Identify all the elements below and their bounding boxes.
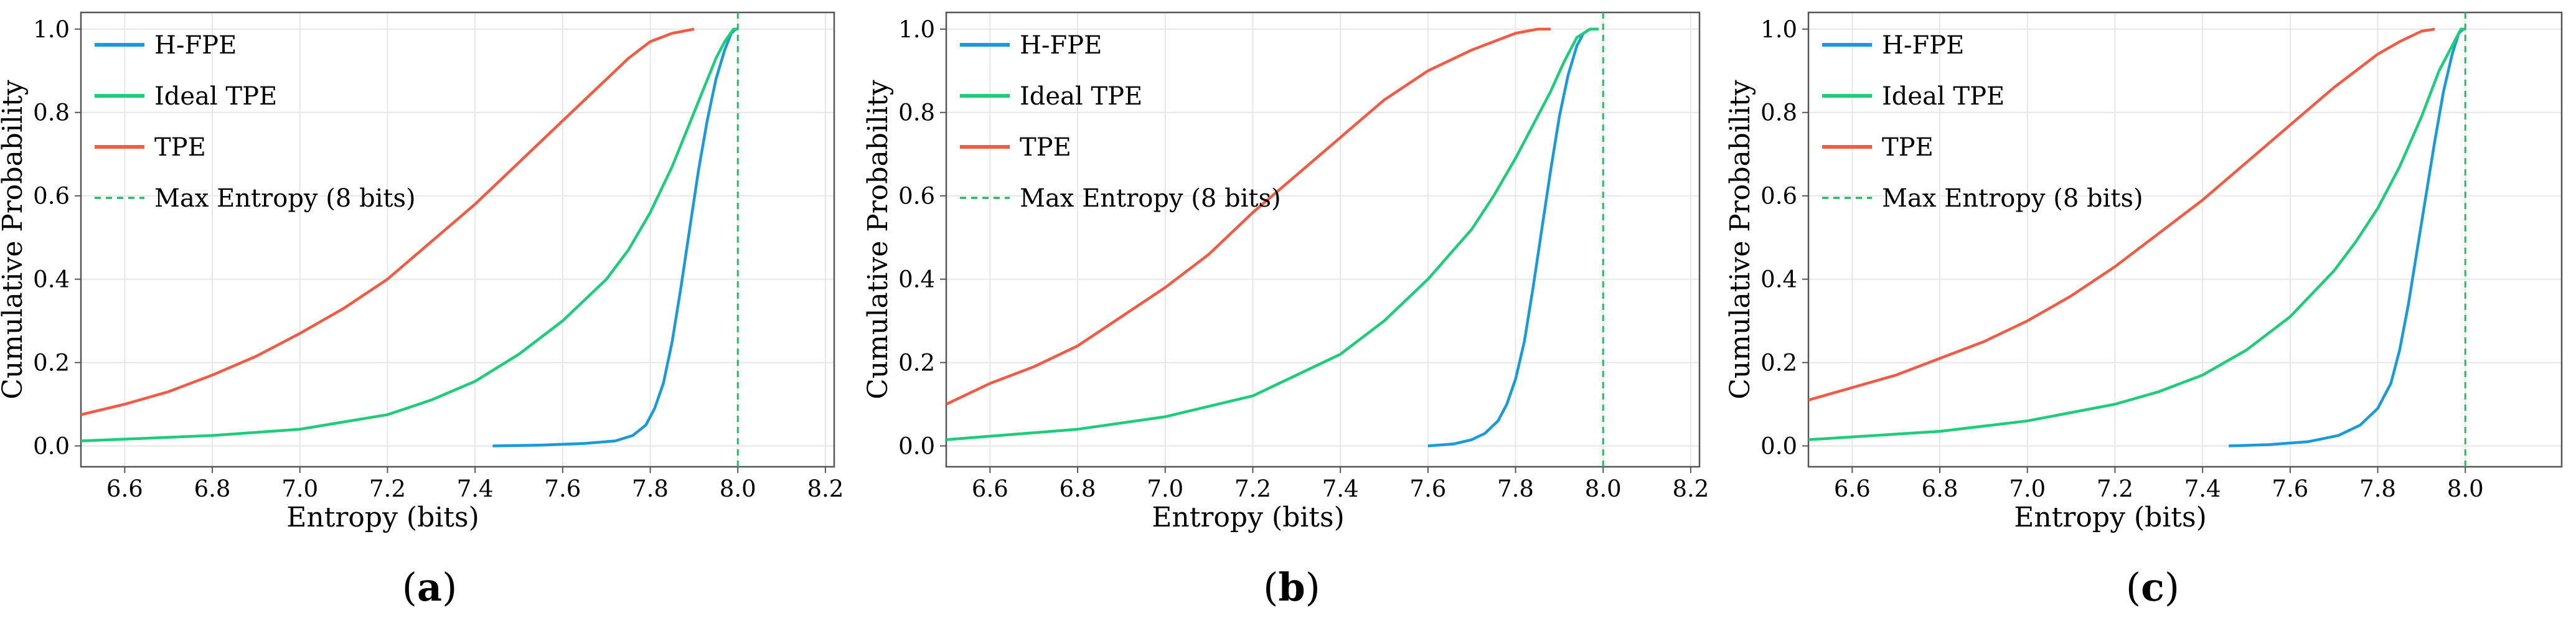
subcaption-a: (a) xyxy=(402,564,458,610)
plot-frame xyxy=(945,11,1701,468)
subcaption-c: (c) xyxy=(2126,564,2179,610)
chart-c: 6.6 6.8 7.0 7.2 7.4 7.6 7.8 8.0 0.0 0.2 0.4 0.6 0.8 1… xyxy=(1724,11,2563,533)
y-tick-label: 1.0 xyxy=(33,16,70,43)
y-tick-label: 0.2 xyxy=(1760,350,1797,377)
y-tick-label: 0.0 xyxy=(1760,433,1797,460)
x-tick-label: 7.0 xyxy=(1147,475,1183,502)
y-tick-label: 0.4 xyxy=(1760,266,1797,293)
y-tick-label: 1.0 xyxy=(898,16,935,43)
legend-label-tpe: TPE xyxy=(154,133,206,162)
x-tick-label: 8.0 xyxy=(720,475,756,502)
series-line-tpe xyxy=(946,27,1551,406)
series-line-tpe xyxy=(81,27,695,416)
x-tick-label: 7.8 xyxy=(632,475,669,502)
x-tick-label: 8.2 xyxy=(807,475,844,502)
y-tick-label: 0.6 xyxy=(898,183,935,210)
series-line-h-fpe xyxy=(492,28,737,447)
y-tick-label: 1.0 xyxy=(1760,16,1797,43)
legend-label-max-entropy-8-bits: Max Entropy (8 bits) xyxy=(1020,184,1281,213)
x-tick-label: 7.4 xyxy=(1322,475,1359,502)
chart-b: 6.6 6.8 7.0 7.2 7.4 7.6 7.8 8.0 8.2 0.0 0.2 0.4 0.6 0… xyxy=(862,11,1709,533)
x-tick-label: 7.4 xyxy=(2184,475,2221,502)
x-tick-label: 7.8 xyxy=(1497,475,1534,502)
y-tick-label: 0.0 xyxy=(33,433,70,460)
y-axis-label: Cumulative Probability xyxy=(862,80,894,400)
y-axis-label: Cumulative Probability xyxy=(0,80,29,400)
x-tick-label: 6.8 xyxy=(194,475,231,502)
legend-label-h-fpe: H-FPE xyxy=(1020,31,1102,60)
series-line-h-fpe xyxy=(2229,28,2465,447)
x-axis-label: Entropy (bits) xyxy=(286,502,479,533)
x-tick-label: 8.0 xyxy=(1585,475,1622,502)
x-axis-label: Entropy (bits) xyxy=(2014,502,2207,533)
x-tick-label: 7.0 xyxy=(2009,475,2046,502)
legend-label-ideal-tpe: Ideal TPE xyxy=(1882,82,2005,111)
legend-label-h-fpe: H-FPE xyxy=(154,31,237,60)
legend-label-h-fpe: H-FPE xyxy=(1882,31,1964,60)
x-tick-label: 8.0 xyxy=(2447,475,2484,502)
y-tick-label: 0.2 xyxy=(898,350,935,377)
x-tick-label: 6.6 xyxy=(972,475,1008,502)
x-tick-label: 7.2 xyxy=(1234,475,1271,502)
x-tick-label: 8.2 xyxy=(1673,475,1709,502)
y-tick-label: 0.8 xyxy=(1760,100,1797,126)
y-tick-label: 0.6 xyxy=(33,183,70,210)
x-tick-label: 6.8 xyxy=(1060,475,1096,502)
x-tick-label: 7.0 xyxy=(281,475,318,502)
legend-label-max-entropy-8-bits: Max Entropy (8 bits) xyxy=(1882,184,2143,213)
legend-label-ideal-tpe: Ideal TPE xyxy=(154,82,277,111)
x-tick-label: 6.6 xyxy=(106,475,143,502)
x-axis-label: Entropy (bits) xyxy=(1152,502,1345,533)
y-tick-label: 0.8 xyxy=(33,100,70,126)
plot-frame xyxy=(80,11,835,468)
plot-frame xyxy=(1807,11,2563,468)
series-line-h-fpe xyxy=(1427,27,1591,447)
legend-label-tpe: TPE xyxy=(1882,133,1934,162)
y-tick-label: 0.0 xyxy=(898,433,935,460)
x-tick-label: 7.6 xyxy=(544,475,581,502)
y-tick-label: 0.8 xyxy=(898,100,935,126)
x-tick-label: 7.2 xyxy=(369,475,406,502)
x-tick-label: 7.6 xyxy=(1409,475,1446,502)
x-tick-label: 7.2 xyxy=(2097,475,2133,502)
x-tick-label: 7.4 xyxy=(457,475,494,502)
y-tick-label: 0.2 xyxy=(33,350,70,377)
x-tick-label: 7.8 xyxy=(2359,475,2396,502)
x-tick-label: 7.6 xyxy=(2272,475,2308,502)
y-tick-label: 0.4 xyxy=(33,266,70,293)
series-line-ideal-tpe xyxy=(946,27,1599,441)
x-tick-label: 6.6 xyxy=(1834,475,1871,502)
y-tick-label: 0.4 xyxy=(898,266,935,293)
chart-a: 6.6 6.8 7.0 7.2 7.4 7.6 7.8 8.0 8.2 0.0 0.2 0.4 0.6 0… xyxy=(0,11,844,533)
y-tick-label: 0.6 xyxy=(1760,183,1797,210)
legend-label-ideal-tpe: Ideal TPE xyxy=(1020,82,1142,111)
series-line-ideal-tpe xyxy=(1808,27,2466,441)
legend-label-tpe: TPE xyxy=(1020,133,1071,162)
series-line-tpe xyxy=(1808,27,2435,401)
subcaption-b: (b) xyxy=(1263,564,1320,610)
y-axis-label: Cumulative Probability xyxy=(1724,80,1756,400)
series-line-ideal-tpe xyxy=(81,27,738,442)
legend-label-max-entropy-8-bits: Max Entropy (8 bits) xyxy=(154,184,416,213)
x-tick-label: 6.8 xyxy=(1922,475,1958,502)
